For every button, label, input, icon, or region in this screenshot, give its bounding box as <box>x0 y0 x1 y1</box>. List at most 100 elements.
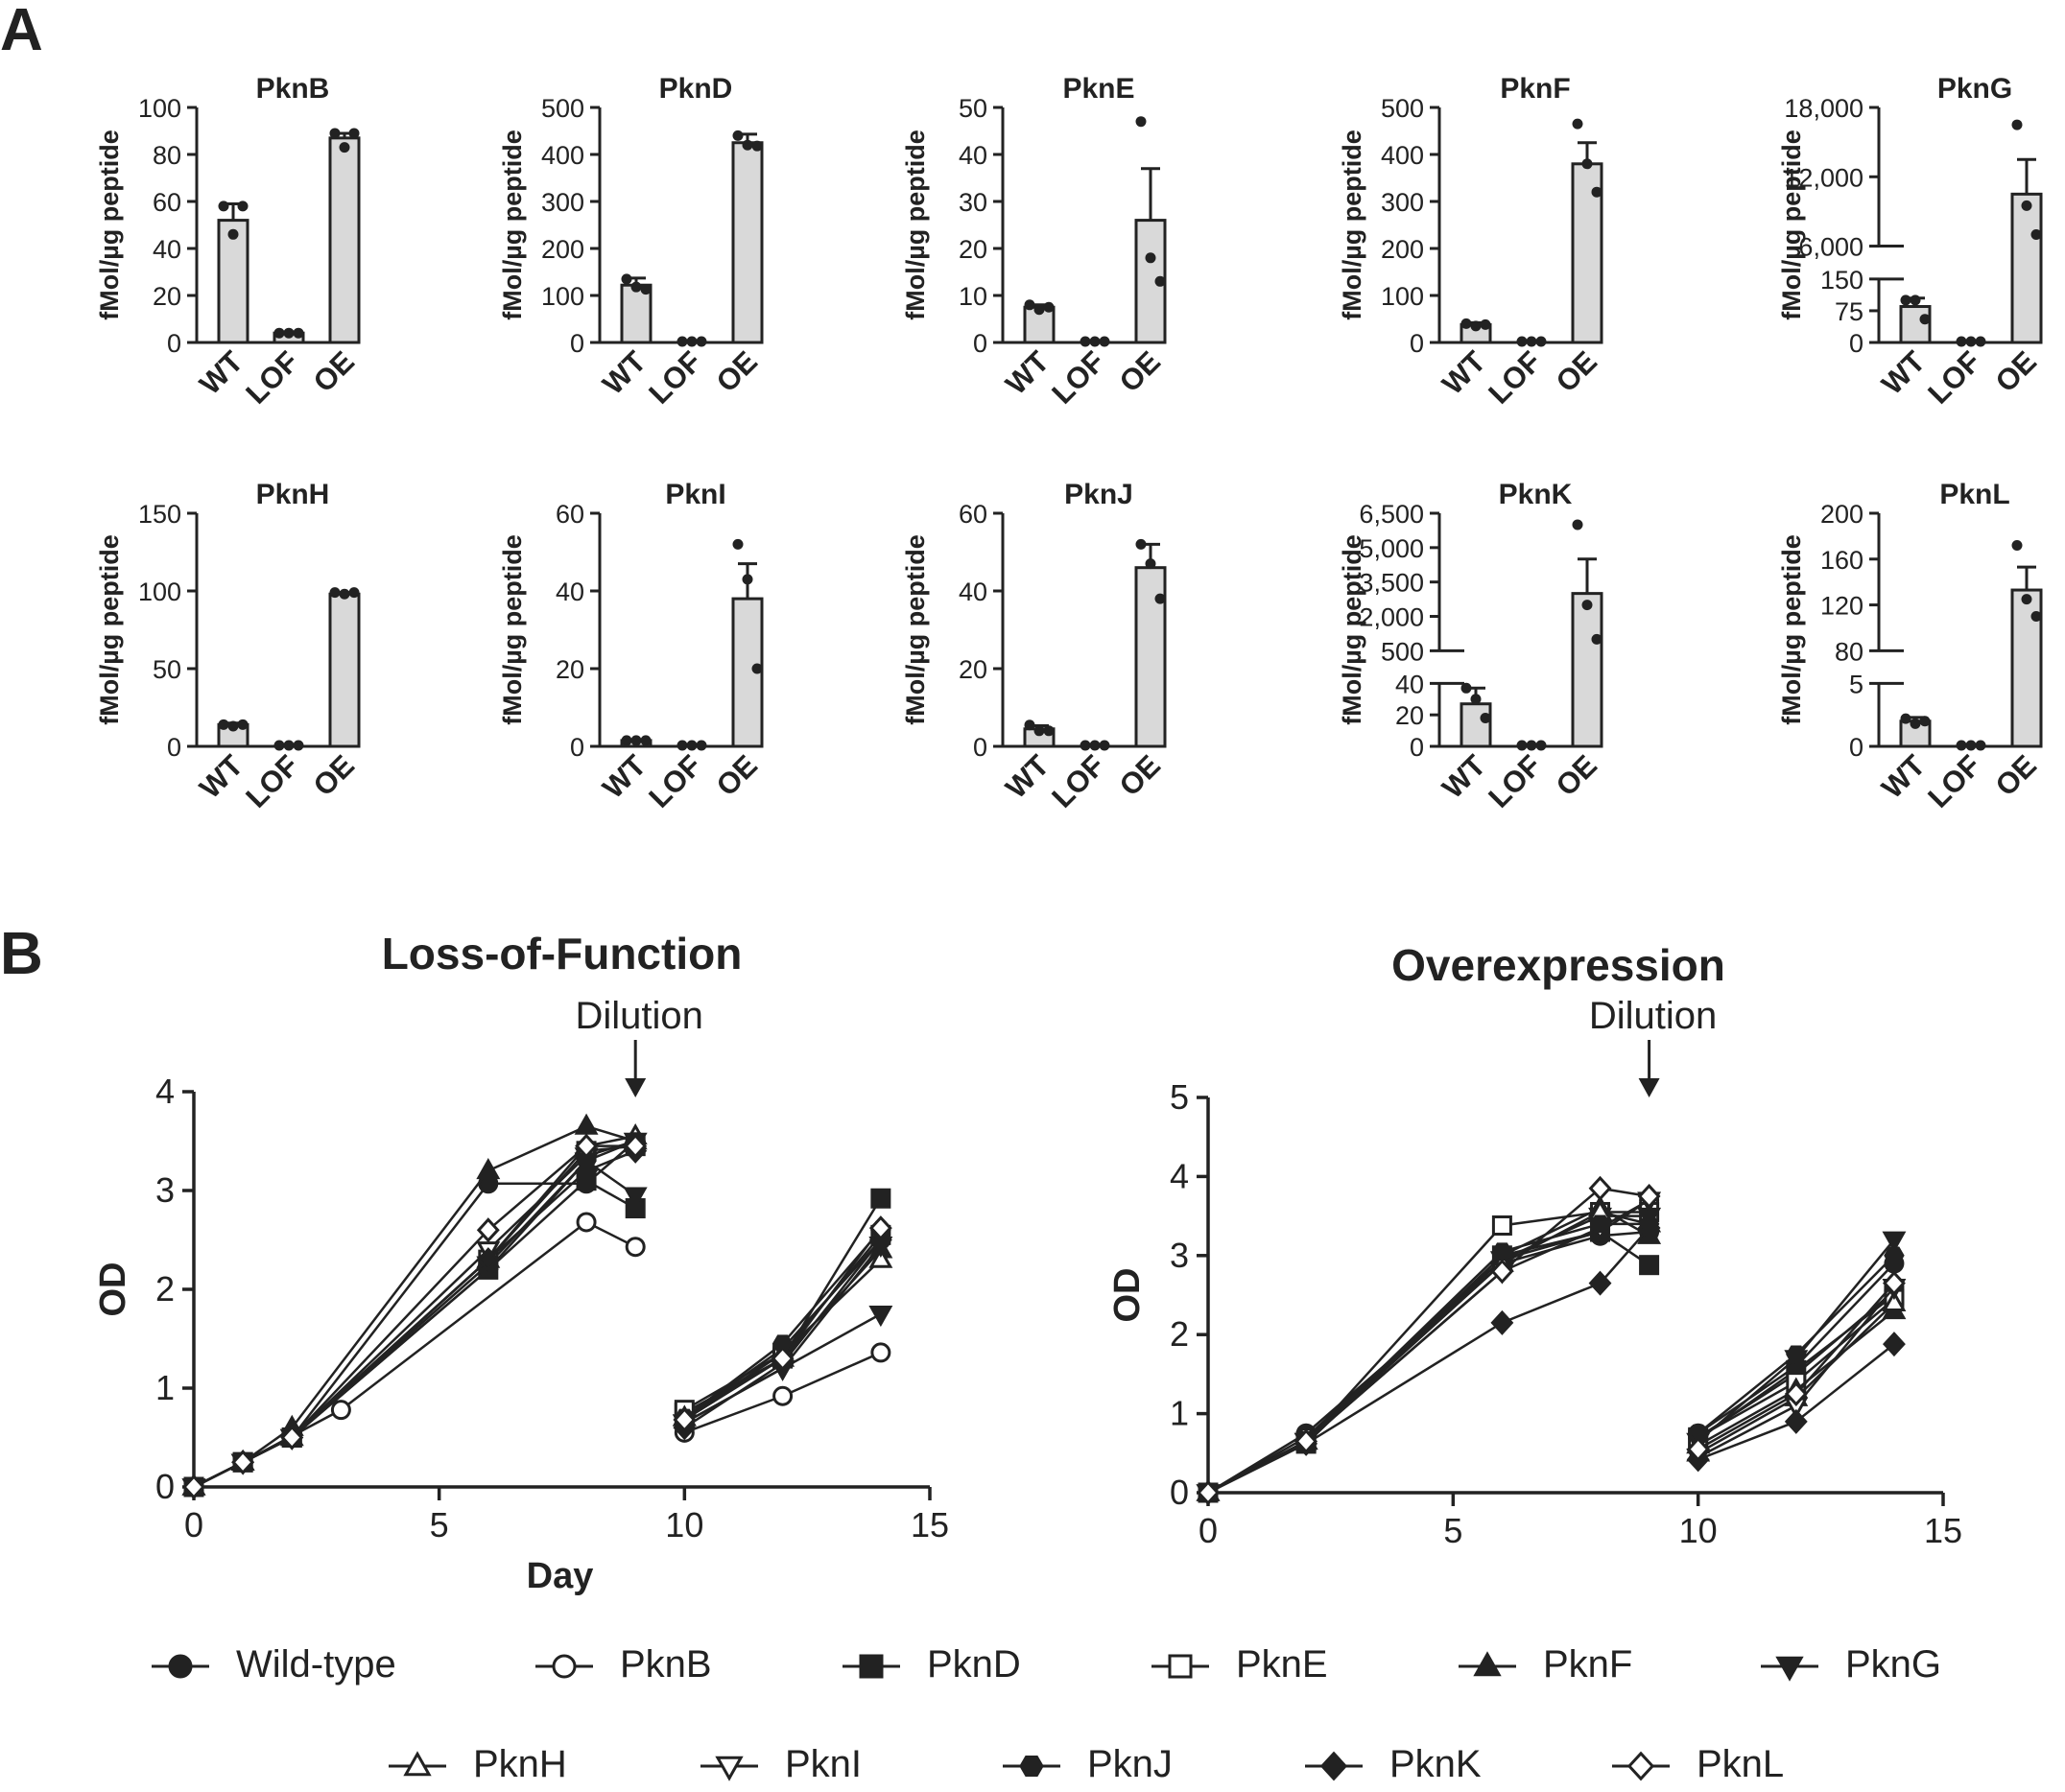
y-tick-label: 0 <box>570 329 584 358</box>
data-point <box>1686 1436 1710 1462</box>
data-point <box>1581 158 1593 170</box>
bar-oe <box>731 141 764 344</box>
x-tick-label: LOF <box>1921 748 1987 814</box>
y-tick-label: 160 <box>1820 546 1863 575</box>
y-tick-label: 0 <box>167 329 181 358</box>
x-tick-label: 15 <box>1924 1511 1962 1550</box>
y-tick-label: 4 <box>1170 1156 1189 1195</box>
data-point <box>621 273 632 285</box>
data-point <box>771 1346 795 1372</box>
y-tick-label: 40 <box>556 578 584 606</box>
data-point <box>732 538 744 550</box>
data-point <box>1470 320 1482 332</box>
data-point <box>1882 1332 1906 1357</box>
data-point <box>329 587 341 599</box>
x-axis-label: Day <box>527 1556 594 1596</box>
y-tick-label: 0 <box>1410 329 1424 358</box>
data-point <box>1639 1255 1660 1276</box>
series-pknj <box>1198 1214 1905 1502</box>
data-point <box>476 1247 500 1273</box>
data-point <box>1491 1214 1512 1236</box>
series-line <box>193 1140 636 1489</box>
data-point <box>576 1212 597 1233</box>
x-tick-label: LOF <box>1045 344 1111 411</box>
x-tick-label: LOF <box>1921 344 1987 411</box>
data-point <box>1786 1345 1807 1364</box>
data-point <box>625 1237 646 1258</box>
data-point <box>1900 295 1911 306</box>
data-point <box>676 336 688 347</box>
legend-item-pknk: PknK <box>1305 1743 1482 1785</box>
y-tick-label: 3 <box>155 1170 175 1210</box>
data-point <box>1460 318 1472 329</box>
bar-oe <box>1571 592 1603 748</box>
data-point <box>237 719 249 730</box>
data-point <box>1043 725 1055 737</box>
data-point <box>696 740 707 751</box>
y-tick-label: 100 <box>138 94 181 123</box>
y-tick-label: 300 <box>541 188 584 217</box>
legend-item-pknf: PknF <box>1459 1643 1632 1686</box>
data-point <box>630 281 642 293</box>
data-point <box>1956 336 1967 347</box>
data-point <box>330 1400 351 1421</box>
legend-marker <box>403 1751 432 1777</box>
y-tick-label: 3 <box>1170 1236 1189 1275</box>
data-point <box>231 1450 255 1475</box>
data-point <box>1588 1175 1612 1201</box>
data-point <box>1965 336 1977 347</box>
series-pknl <box>182 1133 892 1500</box>
data-point <box>2030 611 2042 623</box>
y-tick-label: 80 <box>153 141 181 170</box>
y-axis-label: fMol/µg peptide <box>1338 130 1366 320</box>
data-point <box>1145 252 1156 264</box>
series-line <box>1207 1230 1650 1495</box>
data-point <box>476 1217 500 1243</box>
y-tick-label: 150 <box>138 500 181 529</box>
bar-oe <box>328 592 361 748</box>
y-tick-label: 100 <box>138 578 181 606</box>
x-tick-label: WT <box>596 344 653 401</box>
x-tick-label: WT <box>999 344 1056 401</box>
x-tick-label: OE <box>1113 344 1167 398</box>
legend-label: PknI <box>785 1743 862 1785</box>
legend-label: PknF <box>1543 1643 1632 1686</box>
data-point <box>1588 1270 1612 1296</box>
y-tick-label: 12,000 <box>1784 163 1863 192</box>
y-axis-label: fMol/µg peptide <box>1777 534 1806 725</box>
chart-title: Overexpression <box>1391 940 1725 990</box>
y-tick-label: 18,000 <box>1784 94 1863 123</box>
data-point <box>640 735 652 746</box>
legend-label: PknE <box>1236 1643 1328 1686</box>
data-point <box>348 128 360 139</box>
line-chart-loss-of-function: Loss-of-Function Dilution 0 1 2 3 4 0 5 10 15 OD Day <box>93 929 949 1596</box>
data-point <box>293 740 304 751</box>
y-tick-label: 200 <box>1820 500 1863 529</box>
data-point <box>1080 740 1091 751</box>
data-point <box>1480 318 1491 330</box>
x-tick-label: WT <box>1436 344 1492 401</box>
dilution-arrow-head <box>625 1078 647 1097</box>
data-point <box>218 719 229 730</box>
data-point <box>1033 725 1045 737</box>
series-line <box>1207 1199 1650 1495</box>
data-point <box>1910 295 1921 306</box>
y-axis-label: fMol/µg peptide <box>95 130 124 320</box>
data-point <box>751 140 763 152</box>
x-tick-label: LOF <box>1045 748 1111 814</box>
legend-label: PknG <box>1845 1643 1941 1686</box>
chart-title: PknI <box>665 479 725 510</box>
y-tick-label: 6,500 <box>1359 500 1424 529</box>
y-tick-label: 40 <box>959 578 987 606</box>
data-point <box>673 1406 697 1432</box>
data-point <box>1784 1380 1808 1407</box>
y-axis-label: fMol/µg peptide <box>498 534 527 725</box>
y-axis-label: fMol/µg peptide <box>498 130 527 320</box>
y-tick-label: 1 <box>1170 1394 1189 1433</box>
legend-marker <box>1626 1751 1655 1781</box>
y-tick-label: 120 <box>1820 592 1863 621</box>
y-tick-label: 300 <box>1381 188 1424 217</box>
chart-title: PknF <box>1500 73 1570 105</box>
